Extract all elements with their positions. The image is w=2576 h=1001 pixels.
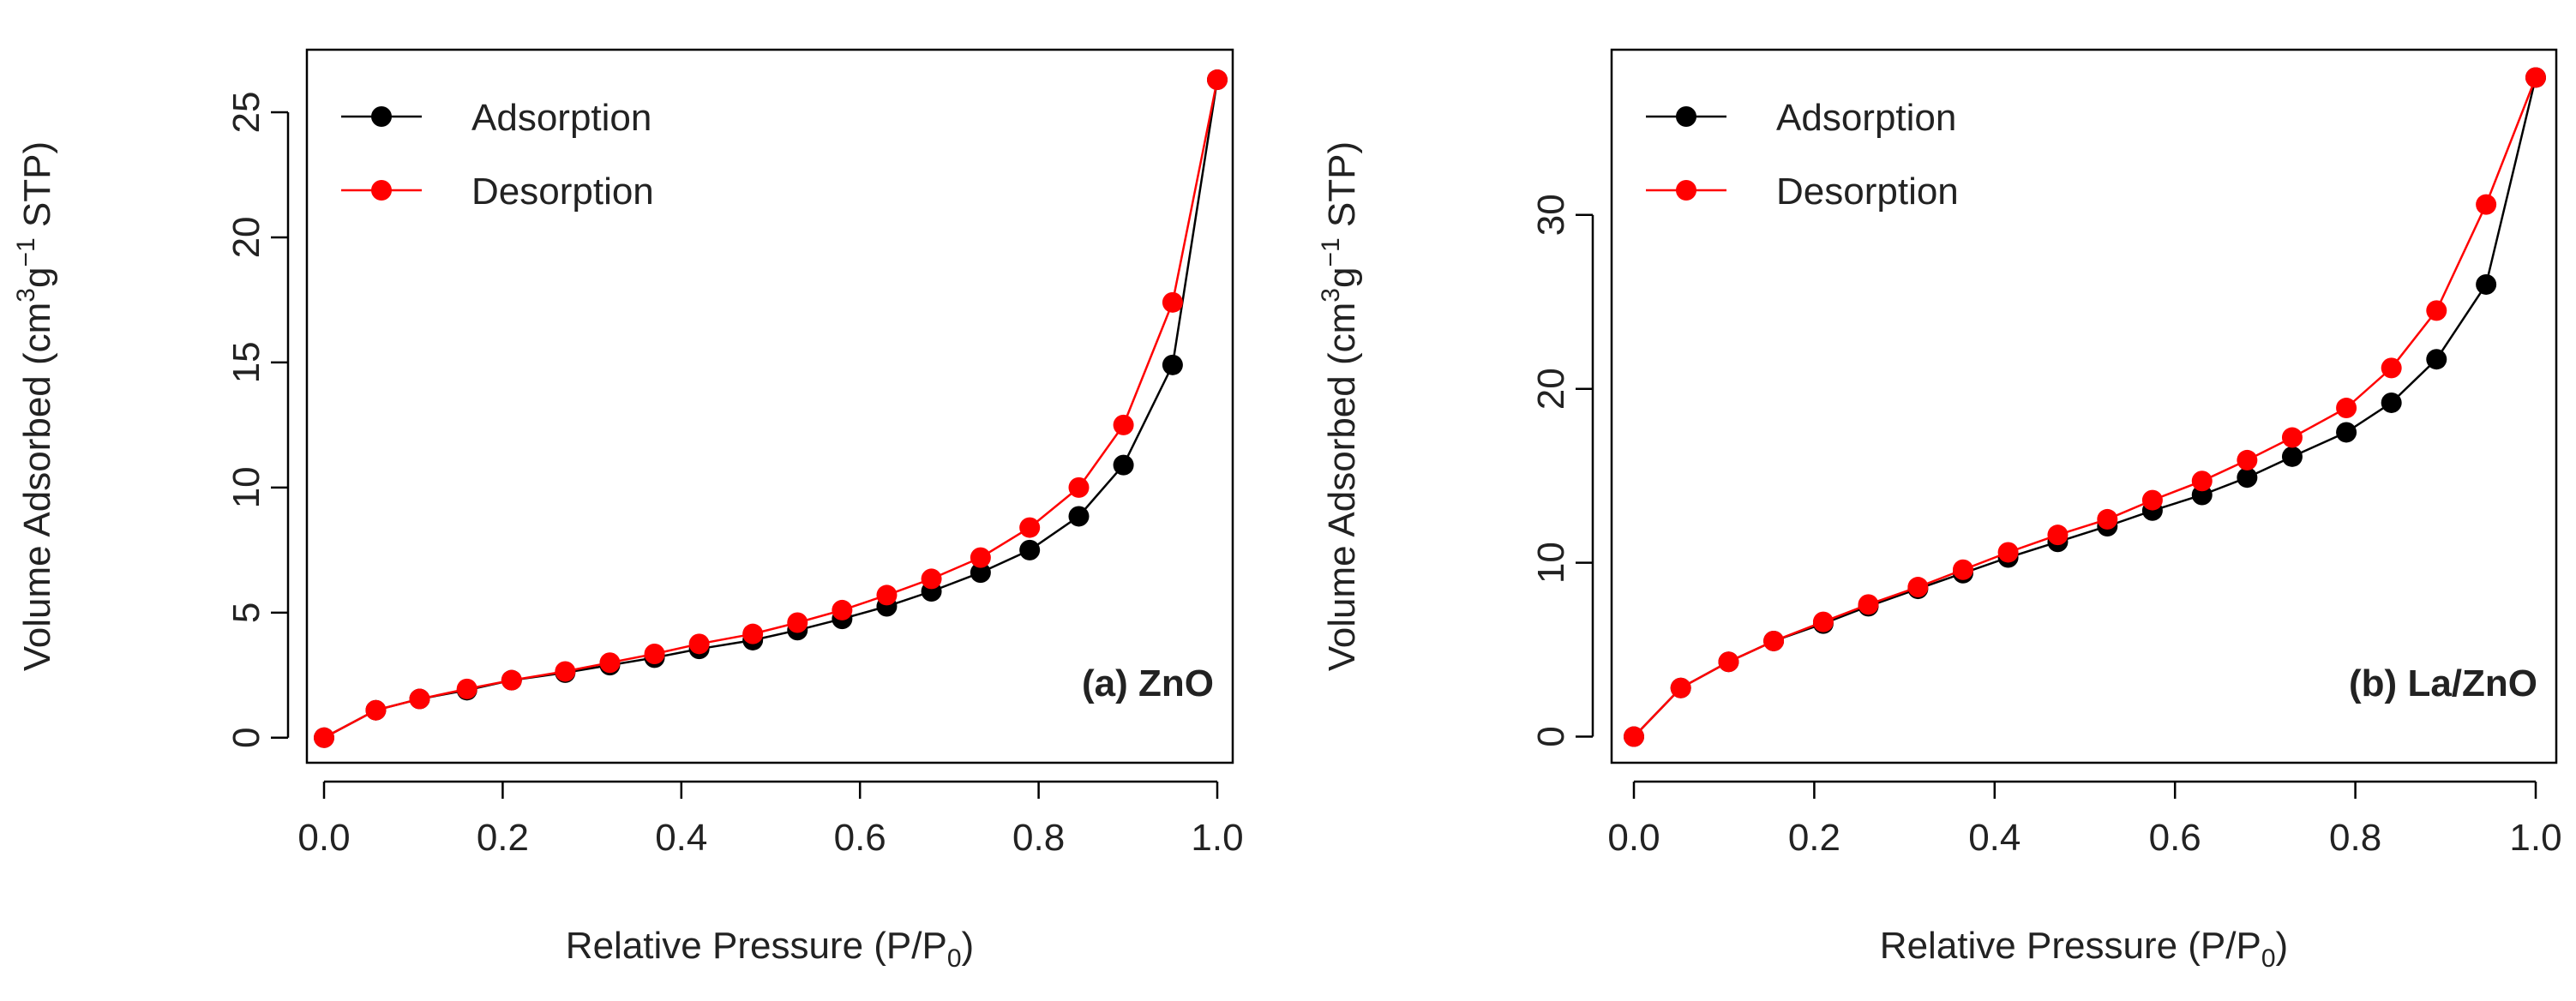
desorption-point: [688, 633, 710, 655]
desorption-point: [1624, 726, 1644, 747]
x-axis-label: Relative Pressure (P/P0): [1880, 925, 2288, 973]
desorption-point: [501, 669, 522, 691]
adsorption-point: [1068, 506, 1090, 527]
legend-adsorption-marker: [1676, 106, 1696, 127]
desorption-point: [921, 568, 942, 590]
desorption-point: [1162, 291, 1183, 313]
desorption-point: [2141, 489, 2163, 511]
panel-label: (a) ZnO: [1082, 662, 1214, 704]
adsorption-point: [970, 562, 991, 584]
desorption-point: [2047, 524, 2069, 546]
y-tick-label: 20: [225, 216, 267, 258]
panel-label: (b) La/ZnO: [2349, 662, 2537, 704]
desorption-point: [970, 547, 991, 568]
panel-a: 0 5 10 15 20 25 0.0 0.2 0.4 0.6 0.8 1.0 Relative Pre…: [12, 48, 1244, 973]
x-tick-label: 0.8: [2329, 817, 2381, 859]
desorption-point: [409, 688, 430, 710]
adsorption-point: [1162, 354, 1183, 375]
desorption-point: [1997, 542, 2019, 563]
desorption-point: [787, 612, 808, 633]
desorption-point: [2097, 508, 2118, 530]
adsorption-point: [2476, 273, 2497, 295]
desorption-point: [2426, 300, 2447, 321]
desorption-point: [1763, 630, 1785, 651]
desorption-point: [876, 584, 898, 606]
y-tick-label: 10: [1530, 542, 1572, 584]
x-tick-label: 0.6: [834, 817, 886, 859]
x-tick-label: 0.4: [1968, 817, 2021, 859]
legend-desorption-marker: [1676, 180, 1696, 201]
x-tick-label: 0.4: [655, 817, 707, 859]
adsorption-point: [2237, 467, 2258, 489]
plot-frame: [1610, 48, 2558, 764]
desorption-point: [1068, 477, 1090, 498]
x-tick-label: 0.0: [297, 817, 350, 859]
legend-desorption-label: Desorption: [1776, 171, 1959, 213]
legend-adsorption-marker: [371, 106, 392, 127]
x-tick-label: 0.0: [1607, 817, 1660, 859]
desorption-point: [1019, 517, 1041, 538]
x-tick-label: 0.8: [1012, 817, 1065, 859]
adsorption-point: [2426, 349, 2447, 370]
desorption-point: [314, 727, 334, 748]
desorption-point: [1858, 594, 1879, 615]
x-tick-label: 0.2: [1788, 817, 1840, 859]
y-tick-label: 15: [225, 341, 267, 383]
y-tick-label: 10: [225, 466, 267, 508]
desorption-point: [742, 623, 764, 644]
desorption-point: [1718, 651, 1739, 673]
desorption-point: [1113, 414, 1134, 435]
adsorption-point: [1019, 539, 1041, 560]
desorption-point: [832, 599, 853, 620]
desorption-point: [2336, 398, 2357, 419]
desorption-point: [599, 652, 621, 674]
desorption-point: [555, 661, 576, 682]
desorption-point: [1907, 577, 1929, 598]
desorption-point: [2381, 357, 2402, 379]
x-tick-label: 1.0: [1191, 817, 1243, 859]
desorption-point: [2281, 427, 2303, 448]
x-tick-label: 1.0: [2509, 817, 2561, 859]
x-axis-label: Relative Pressure (P/P0): [566, 925, 974, 973]
x-tick-label: 0.2: [477, 817, 529, 859]
desorption-point: [2525, 67, 2546, 88]
adsorption-line: [323, 79, 1219, 739]
y-tick-label: 30: [1530, 194, 1572, 236]
y-tick-label: 0: [225, 728, 267, 748]
plot-frame: [305, 48, 1234, 764]
y-tick-label: 20: [1530, 368, 1572, 410]
desorption-point: [2191, 471, 2213, 492]
desorption-point: [2476, 194, 2497, 215]
y-tick-label: 0: [1530, 726, 1572, 746]
desorption-point: [2237, 449, 2258, 471]
legend-adsorption-label: Adsorption: [471, 97, 652, 139]
adsorption-point: [2381, 392, 2402, 413]
adsorption-point: [2336, 422, 2357, 443]
panel-b: 0 10 20 30 0.0 0.2 0.4 0.6 0.8 1.0 Relative Pressu…: [1317, 48, 2562, 973]
desorption-point: [1670, 677, 1691, 698]
legend-adsorption-label: Adsorption: [1776, 97, 1956, 139]
y-tick-label: 5: [225, 602, 267, 623]
desorption-point: [456, 678, 477, 699]
legend-desorption-marker: [371, 180, 392, 201]
legend-desorption-label: Desorption: [471, 171, 654, 213]
desorption-point: [1812, 611, 1834, 632]
desorption-point: [365, 699, 387, 721]
x-tick-label: 0.6: [2149, 817, 2201, 859]
adsorption-point: [2281, 446, 2303, 467]
desorption-line: [323, 79, 1219, 739]
desorption-point: [1952, 559, 1973, 580]
y-tick-label: 25: [225, 92, 267, 134]
y-axis-label: Volume Adsorbed (cm3g−1 STP): [12, 141, 58, 671]
desorption-point: [644, 644, 665, 665]
adsorption-point: [1113, 454, 1134, 476]
y-axis-label: Volume Adsorbed (cm3g−1 STP): [1317, 141, 1363, 671]
desorption-point: [1207, 69, 1228, 91]
